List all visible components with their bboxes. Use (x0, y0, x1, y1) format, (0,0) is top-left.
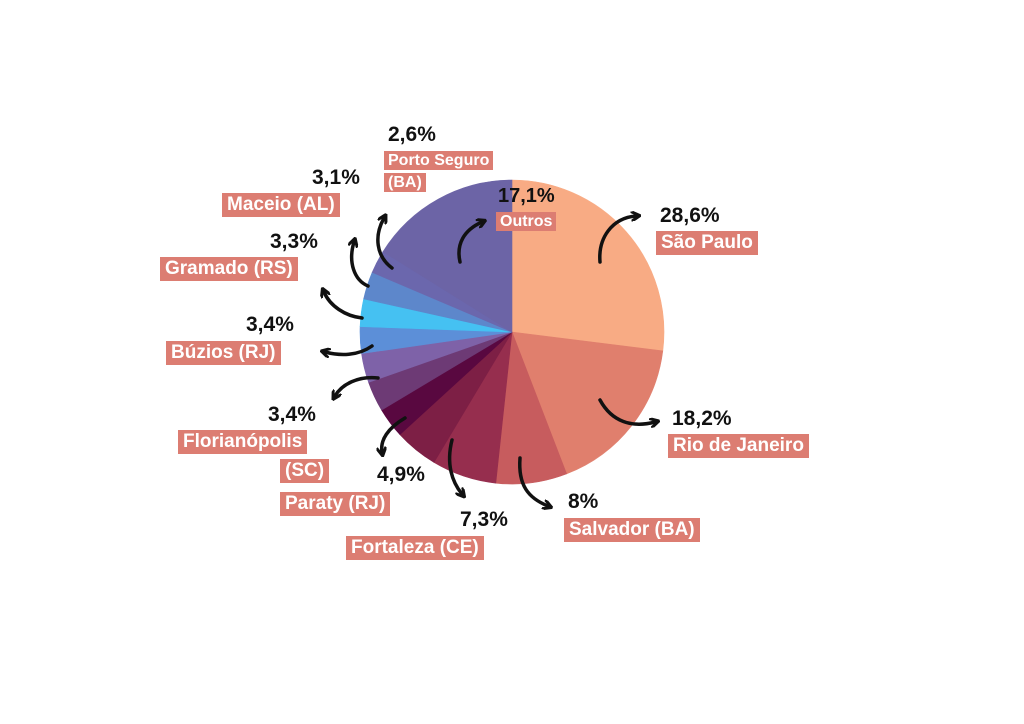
category-label-buzios: Búzios (RJ) (166, 341, 281, 365)
arrow-gramado (324, 292, 364, 320)
arrow-outros (457, 222, 482, 264)
arrow-maceio (376, 218, 394, 270)
arrow-buzios (325, 344, 374, 354)
arrow-sao-paulo (598, 216, 636, 264)
value-label-salvador: 8% (568, 490, 599, 513)
pie-slice-1 (511, 331, 664, 475)
category-label-florianopolis-2: (SC) (280, 459, 330, 483)
value-label-gramado: 3,3% (270, 230, 318, 253)
category-label-rio: Rio de Janeiro (668, 434, 809, 458)
category-label-outros: Outros (496, 212, 557, 231)
category-label-gramado: Gramado (RS) (160, 257, 298, 281)
category-label-florianopolis: Florianópolis (178, 430, 308, 454)
category-label-salvador: Salvador (BA) (564, 518, 700, 542)
value-label-maceio: 3,1% (312, 166, 360, 189)
arrow-florianopolis (335, 375, 380, 396)
value-label-porto-seguro: 2,6% (388, 123, 436, 146)
arrow-fortaleza (447, 438, 462, 494)
category-label-fortaleza: Fortaleza (CE) (346, 536, 484, 560)
value-label-florianopolis: 3,4% (268, 403, 316, 426)
value-label-paraty: 4,9% (377, 463, 425, 486)
category-label-sao-paulo: São Paulo (656, 231, 758, 255)
arrow-ninth (352, 242, 370, 288)
value-label-fortaleza: 7,3% (460, 508, 508, 531)
value-label-outros: 17,1% (498, 185, 555, 207)
category-label-paraty: Paraty (RJ) (280, 492, 391, 516)
arrow-rio (598, 398, 655, 424)
category-label-porto-seguro-2: (BA) (384, 173, 426, 192)
value-label-sao-paulo: 28,6% (660, 204, 720, 227)
category-label-maceio: Maceio (AL) (222, 193, 340, 217)
value-label-buzios: 3,4% (246, 313, 294, 336)
arrow-paraty (382, 416, 407, 452)
category-label-porto-seguro: Porto Seguro (384, 151, 494, 170)
arrow-salvador (518, 456, 548, 506)
value-label-rio: 18,2% (672, 407, 732, 430)
